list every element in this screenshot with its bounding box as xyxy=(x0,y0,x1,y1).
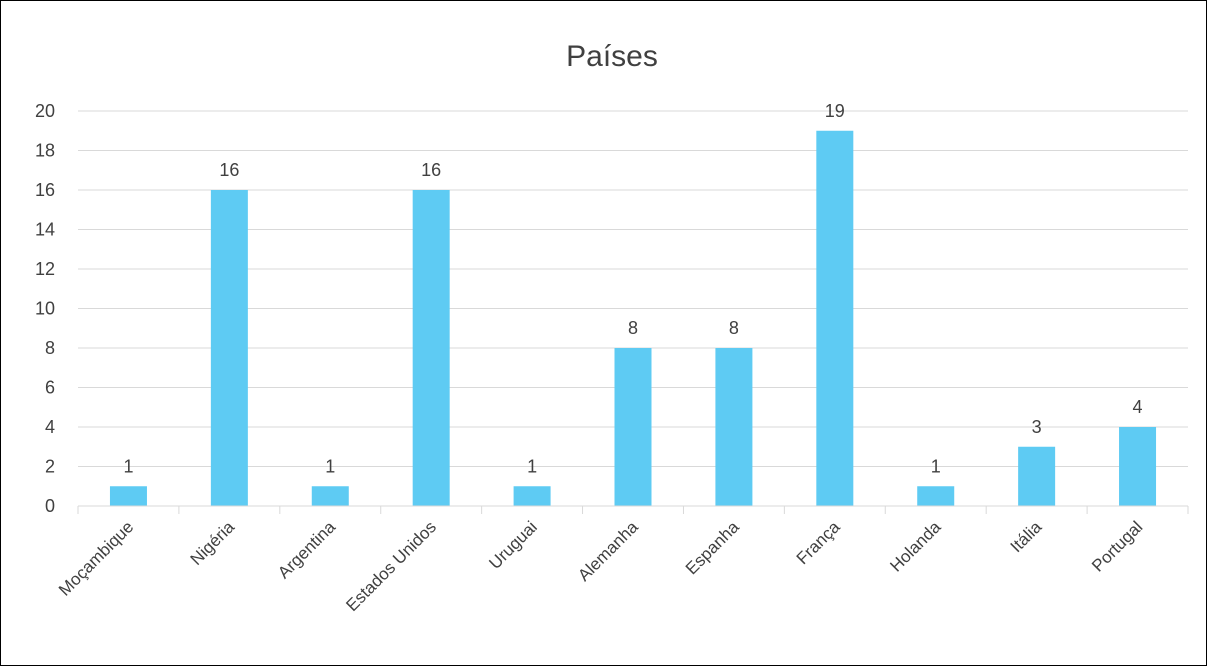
y-tick-label: 18 xyxy=(35,141,55,161)
category-label: Estados Unidos xyxy=(342,517,440,615)
data-label: 3 xyxy=(1032,417,1042,437)
y-tick-label: 4 xyxy=(45,417,55,437)
data-label: 8 xyxy=(628,318,638,338)
data-label: 1 xyxy=(325,456,335,476)
y-tick-label: 12 xyxy=(35,259,55,279)
category-label: Moçambique xyxy=(55,517,137,599)
category-label: Nigéria xyxy=(187,517,239,569)
data-labels: 1 16 1 16 1 8 8 19 1 3 4 xyxy=(123,101,1142,477)
data-label: 1 xyxy=(123,456,133,476)
chart-title: Países xyxy=(566,40,658,73)
y-tick-label: 16 xyxy=(35,180,55,200)
bar xyxy=(513,486,551,506)
bar xyxy=(210,190,248,506)
category-label: Argentina xyxy=(274,517,339,582)
data-label: 1 xyxy=(931,456,941,476)
category-labels: Moçambique Nigéria Argentina Estados Unidos… xyxy=(55,517,1146,615)
gridlines xyxy=(78,110,1188,467)
category-label: Alemanha xyxy=(574,517,642,585)
bar xyxy=(1119,427,1157,506)
bar xyxy=(412,190,450,506)
y-tick-label: 10 xyxy=(35,299,55,319)
y-tick-label: 2 xyxy=(45,457,55,477)
bar xyxy=(311,486,349,506)
bars xyxy=(109,130,1157,506)
bar xyxy=(109,486,147,506)
data-label: 8 xyxy=(729,318,739,338)
data-label: 16 xyxy=(219,160,239,180)
y-axis-ticks: 0 2 4 6 8 10 12 14 16 18 20 xyxy=(35,101,55,516)
data-label: 16 xyxy=(421,160,441,180)
x-axis xyxy=(77,505,1189,514)
y-tick-label: 14 xyxy=(35,220,55,240)
category-label: Itália xyxy=(1007,517,1046,556)
category-label: Uruguai xyxy=(485,517,541,573)
y-tick-label: 0 xyxy=(45,496,55,516)
category-label: Holanda xyxy=(886,517,945,576)
category-label: Espanha xyxy=(682,517,743,578)
data-label: 1 xyxy=(527,456,537,476)
bar xyxy=(816,130,854,506)
bar xyxy=(715,348,753,506)
category-label: França xyxy=(793,517,844,568)
data-label: 4 xyxy=(1133,397,1143,417)
bar xyxy=(1018,446,1056,506)
y-tick-label: 20 xyxy=(35,101,55,121)
data-label: 19 xyxy=(825,101,845,121)
category-label: Portugal xyxy=(1088,517,1146,575)
y-tick-label: 8 xyxy=(45,338,55,358)
bar xyxy=(917,486,955,506)
bar xyxy=(614,348,652,506)
y-tick-label: 6 xyxy=(45,378,55,398)
